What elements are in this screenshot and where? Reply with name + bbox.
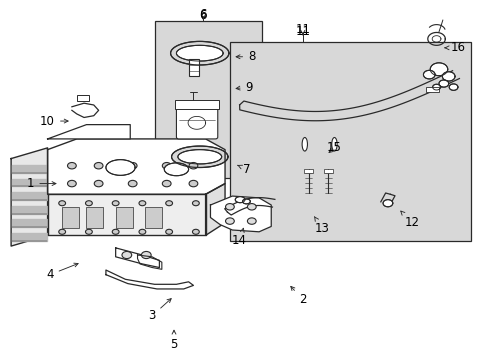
- Ellipse shape: [165, 229, 172, 234]
- Ellipse shape: [112, 229, 119, 234]
- Bar: [188, 59, 199, 76]
- Ellipse shape: [171, 146, 227, 167]
- Text: 14: 14: [232, 228, 246, 247]
- Text: 6: 6: [199, 9, 206, 22]
- Ellipse shape: [94, 180, 103, 187]
- Ellipse shape: [448, 84, 457, 90]
- Ellipse shape: [162, 180, 171, 187]
- Ellipse shape: [235, 197, 244, 203]
- Bar: [86, 207, 103, 228]
- FancyBboxPatch shape: [176, 105, 217, 139]
- Text: 2: 2: [290, 287, 306, 306]
- Bar: [154, 21, 261, 178]
- Ellipse shape: [141, 251, 151, 258]
- Ellipse shape: [139, 229, 145, 234]
- Ellipse shape: [225, 218, 234, 224]
- Ellipse shape: [59, 229, 65, 234]
- Ellipse shape: [442, 72, 454, 81]
- Ellipse shape: [85, 229, 92, 234]
- Ellipse shape: [128, 180, 137, 187]
- Ellipse shape: [189, 162, 198, 169]
- Ellipse shape: [94, 162, 103, 169]
- Bar: [77, 95, 89, 102]
- Text: 12: 12: [400, 211, 419, 229]
- Ellipse shape: [242, 199, 250, 204]
- Ellipse shape: [176, 45, 223, 61]
- Text: 4: 4: [46, 263, 78, 281]
- Bar: [175, 100, 219, 109]
- Polygon shape: [11, 148, 47, 246]
- Polygon shape: [116, 248, 159, 267]
- Ellipse shape: [382, 200, 392, 207]
- Bar: [304, 168, 312, 173]
- Ellipse shape: [85, 201, 92, 206]
- Ellipse shape: [128, 162, 137, 169]
- Ellipse shape: [225, 203, 234, 210]
- Text: 15: 15: [326, 141, 341, 154]
- Polygon shape: [106, 270, 193, 289]
- Bar: [62, 207, 79, 228]
- Bar: [425, 87, 439, 93]
- Polygon shape: [47, 194, 205, 235]
- Ellipse shape: [438, 80, 448, 87]
- Ellipse shape: [429, 63, 447, 76]
- Ellipse shape: [162, 162, 171, 169]
- Text: 7: 7: [237, 163, 250, 176]
- Ellipse shape: [67, 162, 76, 169]
- Bar: [116, 207, 132, 228]
- Ellipse shape: [302, 138, 307, 151]
- Ellipse shape: [189, 180, 198, 187]
- Bar: [229, 42, 469, 241]
- Ellipse shape: [331, 138, 336, 151]
- Text: 1: 1: [27, 177, 56, 190]
- Polygon shape: [47, 125, 130, 139]
- Ellipse shape: [112, 201, 119, 206]
- Ellipse shape: [192, 229, 199, 234]
- Text: 6: 6: [199, 8, 206, 21]
- Text: 8: 8: [236, 50, 255, 63]
- Text: 11: 11: [295, 25, 310, 38]
- Polygon shape: [137, 255, 162, 269]
- Ellipse shape: [178, 150, 221, 164]
- Polygon shape: [210, 196, 271, 232]
- Ellipse shape: [423, 70, 434, 79]
- Polygon shape: [47, 139, 224, 194]
- Text: 11: 11: [295, 23, 310, 36]
- Ellipse shape: [164, 163, 188, 176]
- Ellipse shape: [139, 201, 145, 206]
- Polygon shape: [205, 184, 224, 235]
- Ellipse shape: [106, 159, 135, 175]
- Text: 9: 9: [236, 81, 253, 94]
- Text: 3: 3: [148, 299, 171, 322]
- Text: 5: 5: [170, 330, 177, 351]
- Text: 13: 13: [314, 217, 329, 235]
- Ellipse shape: [192, 201, 199, 206]
- Bar: [323, 168, 332, 173]
- Ellipse shape: [247, 218, 256, 224]
- Ellipse shape: [165, 201, 172, 206]
- Text: 10: 10: [40, 114, 68, 127]
- Ellipse shape: [59, 201, 65, 206]
- Ellipse shape: [122, 251, 131, 258]
- Text: 16: 16: [444, 41, 465, 54]
- Bar: [144, 207, 162, 228]
- Ellipse shape: [247, 203, 256, 210]
- Ellipse shape: [432, 84, 440, 90]
- Ellipse shape: [67, 180, 76, 187]
- Ellipse shape: [170, 41, 228, 65]
